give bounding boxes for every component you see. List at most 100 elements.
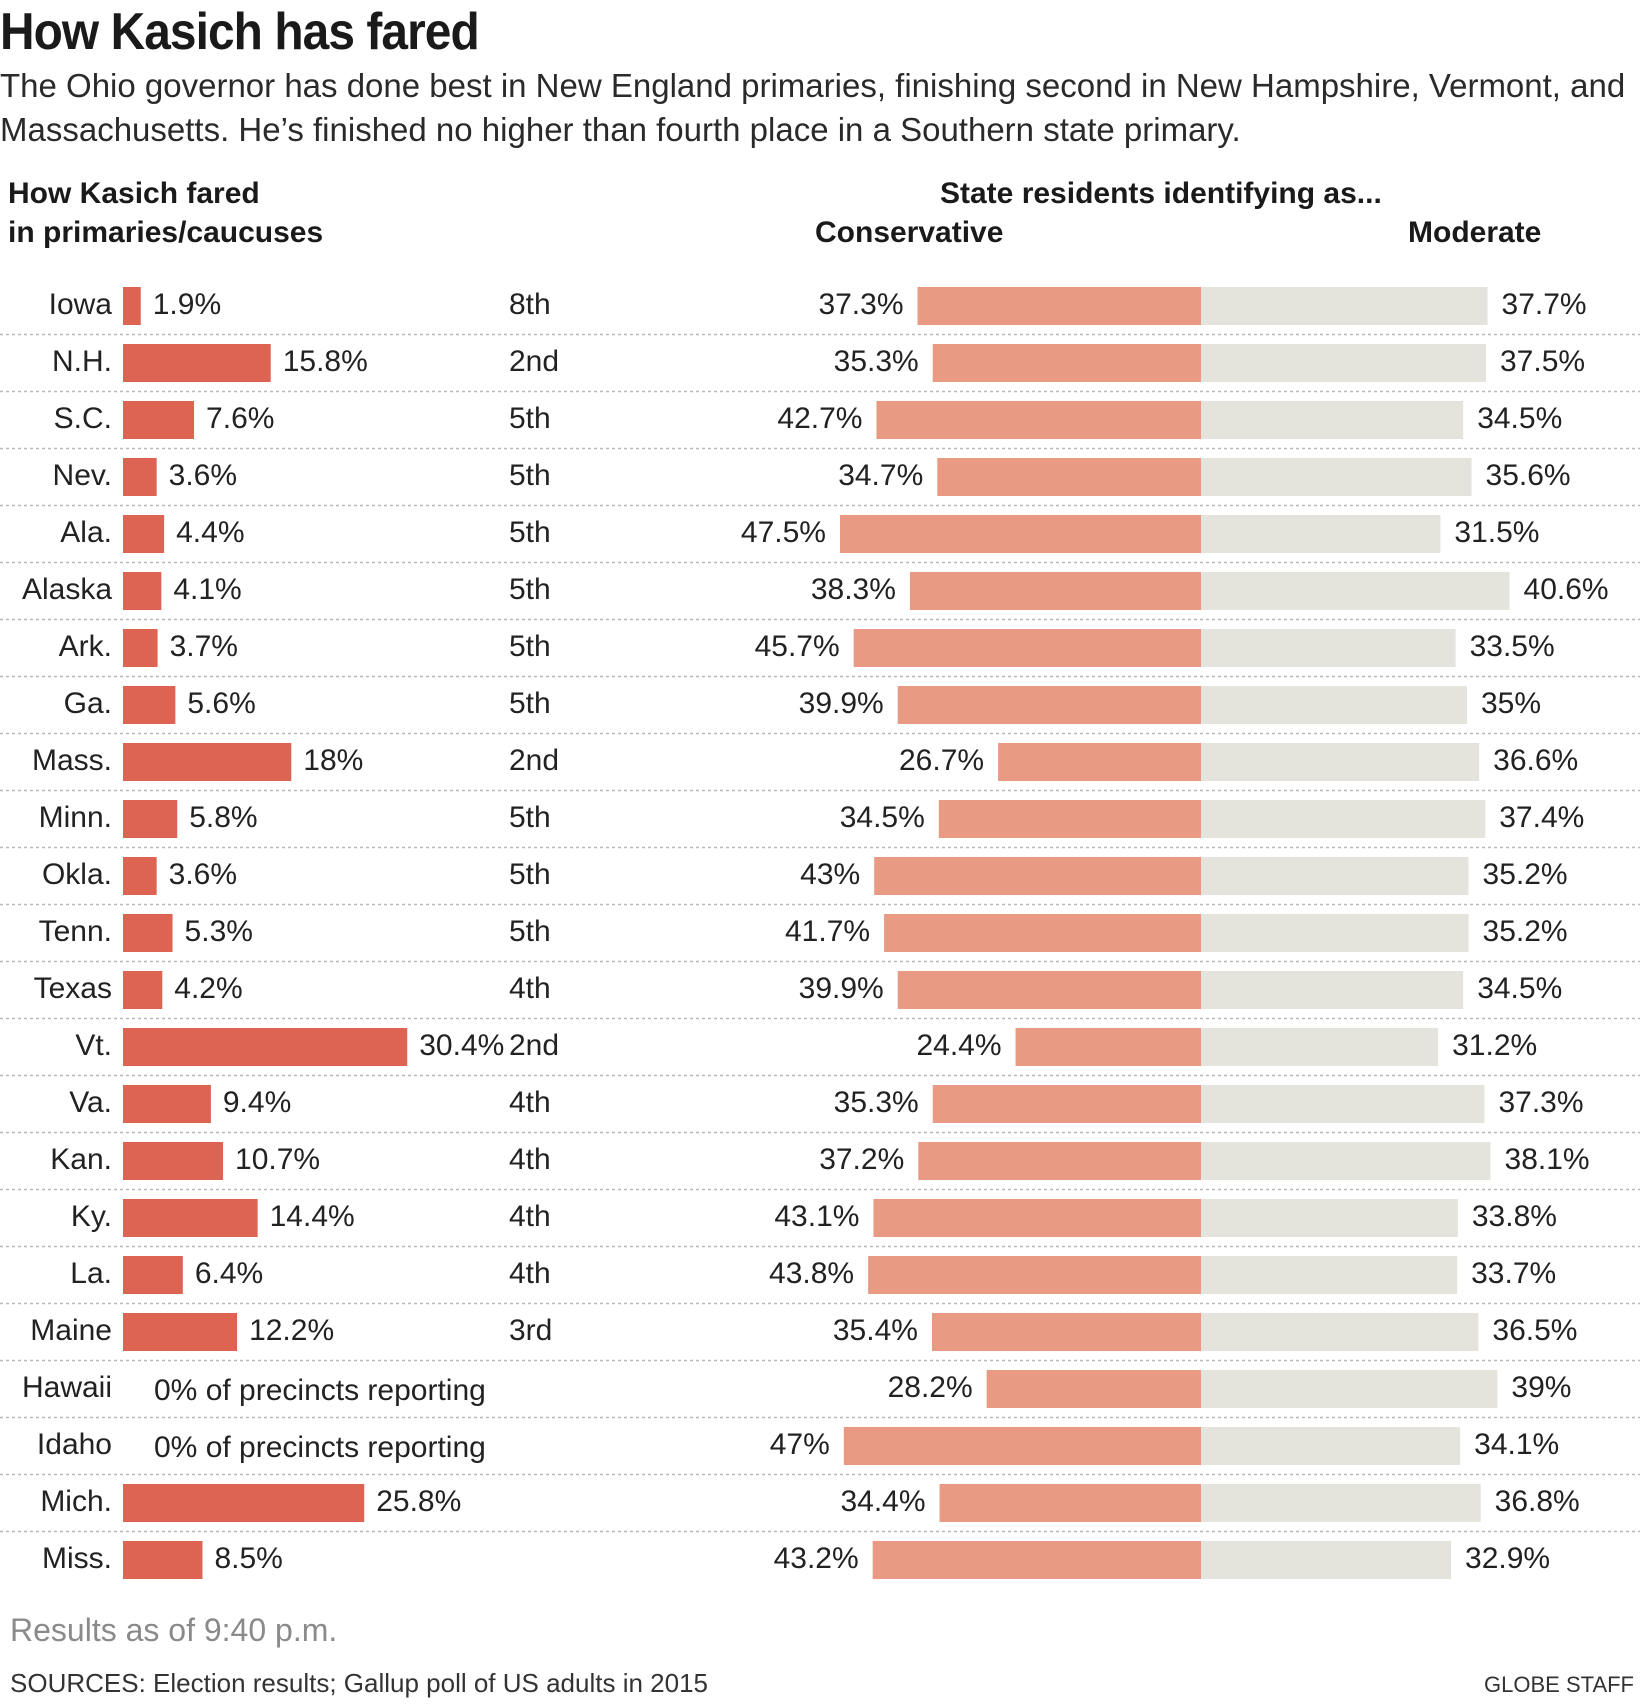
moderate-label: 33.7% [1471,1257,1556,1290]
moderate-label: 40.6% [1524,573,1609,606]
chart-title: How Kasich has fared [0,3,480,61]
moderate-label: 36.5% [1492,1314,1577,1347]
kasich-vote-bar [123,1484,365,1522]
kasich-vote-bar [123,800,178,838]
conservative-label: 47.5% [741,516,826,549]
kasich-vote-bar [123,1256,183,1294]
conservative-label: 37.2% [819,1143,904,1176]
kasich-vote-label: 14.4% [270,1200,355,1233]
conservative-bar [897,971,1201,1009]
kasich-vote-bar [123,287,141,325]
moderate-bar [1201,686,1467,724]
state-label: Ala. [60,516,112,549]
conservative-bar [937,458,1201,496]
kasich-vote-bar [123,515,165,553]
finish-place-label: 5th [509,573,551,606]
kasich-vote-label: 3.6% [169,459,237,492]
conservative-bar [843,1427,1201,1465]
conservative-label: 47% [770,1428,830,1461]
moderate-label: 35% [1481,687,1541,720]
conservative-label: 43.8% [769,1257,854,1290]
kasich-vote-bar [123,458,157,496]
state-label: Kan. [50,1143,112,1176]
moderate-label: 39% [1511,1371,1571,1404]
conservative-header: Conservative [815,216,1004,249]
state-label: Alaska [22,573,112,606]
finish-place-label: 5th [509,687,551,720]
kasich-vote-bar [123,344,271,382]
moderate-label: 32.9% [1465,1542,1550,1575]
conservative-bar [853,629,1201,667]
kasich-vote-bar [123,1313,238,1351]
kasich-vote-bar [123,1199,258,1237]
moderate-bar [1201,572,1510,610]
kasich-vote-bar [123,629,158,667]
kasich-vote-label: 30.4% [419,1029,504,1062]
conservative-bar [874,857,1201,895]
state-label: Tenn. [39,915,112,948]
moderate-bar [1201,515,1441,553]
sources-note: SOURCES: Election results; Gallup poll o… [10,1668,709,1698]
left-header-line2: in primaries/caucuses [8,216,324,249]
kasich-vote-label: 7.6% [206,402,274,435]
kasich-vote-label: 5.6% [187,687,255,720]
conservative-label: 45.7% [755,630,840,663]
moderate-bar [1201,458,1472,496]
state-label: Nev. [53,459,112,492]
finish-place-label: 5th [509,858,551,891]
kasich-vote-bar [123,914,173,952]
conservative-bar [840,515,1201,553]
conservative-bar [868,1256,1201,1294]
conservative-label: 39.9% [799,687,884,720]
kasich-vote-label: 10.7% [235,1143,320,1176]
state-label: Mich. [40,1485,112,1518]
kasich-vote-bar [123,971,163,1009]
state-label: Idaho [37,1428,112,1461]
state-label: La. [70,1257,112,1290]
finish-place-label: 2nd [509,1029,559,1062]
moderate-bar [1201,743,1480,781]
state-label: Minn. [39,801,112,834]
kasich-vote-label: 3.7% [170,630,238,663]
finish-place-label: 4th [509,972,551,1005]
kasich-vote-bar [123,1028,408,1066]
conservative-label: 43.2% [774,1542,859,1575]
kasich-vote-label: 6.4% [195,1257,263,1290]
kasich-vote-bar [123,1142,224,1180]
conservative-label: 34.5% [840,801,925,834]
conservative-bar [897,686,1201,724]
conservative-bar [917,287,1201,325]
moderate-label: 34.5% [1477,402,1562,435]
moderate-label: 35.6% [1486,459,1571,492]
kasich-vote-label: 9.4% [223,1086,291,1119]
state-label: Ky. [71,1200,112,1233]
moderate-bar [1201,1142,1491,1180]
conservative-bar [939,1484,1201,1522]
kasich-vote-label: 25.8% [376,1485,461,1518]
conservative-label: 43.1% [774,1200,859,1233]
moderate-bar [1201,1028,1439,1066]
conservative-bar [932,344,1201,382]
moderate-bar [1201,1427,1461,1465]
moderate-label: 37.3% [1498,1086,1583,1119]
moderate-label: 31.2% [1452,1029,1537,1062]
finish-place-label: 5th [509,801,551,834]
conservative-bar [1015,1028,1201,1066]
finish-place-label: 8th [509,288,551,321]
moderate-bar [1201,1484,1481,1522]
conservative-label: 35.4% [833,1314,918,1347]
conservative-label: 41.7% [785,915,870,948]
kasich-vote-label: 3.6% [169,858,237,891]
moderate-bar [1201,1256,1458,1294]
moderate-bar [1201,1370,1498,1408]
conservative-bar [986,1370,1201,1408]
state-label: Miss. [42,1542,112,1575]
chart-subtitle: The Ohio governor has done best in New E… [0,67,1626,148]
conservative-label: 35.3% [834,1086,919,1119]
moderate-header: Moderate [1408,216,1542,249]
conservative-label: 28.2% [888,1371,973,1404]
kasich-vote-label: 15.8% [283,345,368,378]
kasich-vote-label: 4.2% [174,972,242,1005]
conservative-bar [909,572,1201,610]
